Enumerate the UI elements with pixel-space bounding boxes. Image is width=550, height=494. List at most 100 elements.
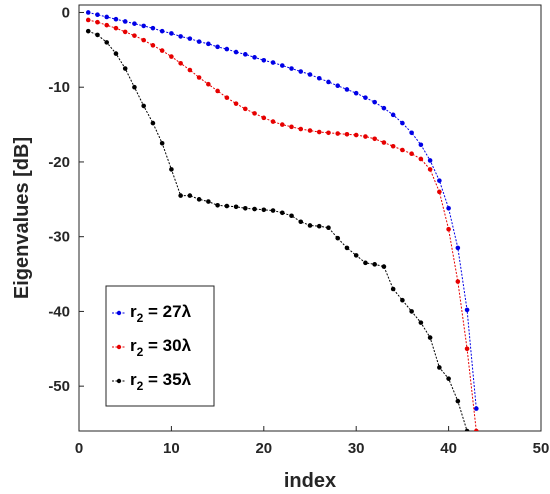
series-group (85, 10, 479, 431)
data-point (178, 60, 183, 66)
data-point (104, 40, 110, 45)
y-axis-label: Eigenvalues [dB] (11, 137, 33, 299)
data-point (437, 189, 442, 195)
data-point (437, 365, 442, 370)
data-point (243, 52, 248, 57)
data-point (363, 134, 368, 139)
data-point (85, 28, 91, 34)
x-tick-label: 40 (440, 440, 457, 457)
y-tick-label: -10 (48, 79, 70, 96)
data-point (400, 297, 405, 303)
x-tick-label: 0 (75, 440, 83, 457)
data-point (326, 130, 331, 136)
x-tick-label: 10 (163, 440, 180, 457)
data-point (409, 151, 414, 157)
data-point (233, 101, 239, 106)
data-point (270, 119, 276, 124)
data-point (206, 199, 211, 204)
data-point (409, 309, 414, 314)
data-point (224, 95, 230, 100)
data-point (169, 31, 174, 36)
data-point (279, 63, 285, 68)
data-point (178, 193, 183, 198)
data-point (196, 39, 202, 44)
series-1 (85, 10, 479, 411)
data-point (252, 55, 257, 60)
data-point (372, 99, 377, 105)
data-point (270, 208, 276, 213)
data-point (95, 19, 100, 25)
data-point (446, 376, 451, 381)
data-point (335, 83, 341, 89)
data-point (159, 48, 165, 53)
data-point (381, 264, 387, 269)
data-point (344, 87, 350, 92)
data-point (215, 44, 220, 50)
data-point (206, 41, 211, 47)
data-point (326, 225, 331, 231)
data-point (307, 128, 313, 133)
data-point (215, 202, 220, 208)
data-point (335, 235, 341, 241)
data-point (289, 124, 294, 130)
data-point (196, 75, 202, 80)
data-point (187, 36, 193, 41)
y-tick-label: -50 (48, 378, 70, 395)
data-point (104, 14, 110, 20)
x-tick-label: 30 (348, 440, 365, 457)
data-point (298, 69, 304, 74)
data-point (141, 103, 146, 109)
data-point (464, 428, 470, 431)
data-point (390, 143, 396, 149)
data-point (400, 120, 405, 126)
data-point (427, 335, 433, 340)
series-line (88, 30, 468, 431)
x-axis-label: index (284, 470, 336, 492)
data-point (437, 178, 442, 183)
data-point (464, 307, 470, 313)
y-tick-label: -30 (48, 229, 70, 246)
data-point (344, 131, 350, 137)
legend-swatch-marker (116, 378, 122, 384)
data-point (353, 90, 359, 96)
data-point (455, 245, 461, 251)
series-3 (85, 28, 470, 431)
data-point (132, 33, 137, 38)
data-point (113, 51, 119, 56)
data-point (289, 213, 294, 219)
data-point (132, 84, 137, 90)
data-point (206, 81, 211, 87)
data-point (418, 156, 424, 162)
data-point (261, 207, 267, 213)
data-point (474, 406, 479, 411)
data-point (104, 22, 110, 28)
data-point (307, 223, 313, 228)
legend-entry: r2 = 30λ (112, 336, 192, 359)
data-point (390, 112, 396, 118)
data-point (409, 130, 414, 136)
data-point (159, 140, 165, 146)
data-point (390, 286, 396, 292)
legend-entry: r2 = 35λ (112, 370, 192, 393)
data-point (353, 253, 359, 258)
data-point (427, 167, 433, 172)
data-point (122, 19, 128, 24)
data-point (381, 140, 387, 145)
data-point (150, 43, 156, 48)
data-point (224, 203, 230, 209)
data-point (261, 115, 267, 121)
data-point (113, 25, 119, 31)
data-point (159, 28, 165, 34)
data-point (122, 66, 128, 71)
data-point (85, 17, 91, 23)
x-axis-ticks: 0 10 20 30 40 50 (75, 426, 549, 457)
data-point (243, 205, 248, 211)
data-point (132, 21, 137, 26)
data-point (150, 120, 156, 126)
data-point (169, 54, 174, 59)
series-2 (85, 17, 479, 431)
data-point (418, 142, 424, 148)
data-point (187, 67, 193, 73)
legend-box (105, 285, 215, 407)
data-point (243, 106, 248, 112)
